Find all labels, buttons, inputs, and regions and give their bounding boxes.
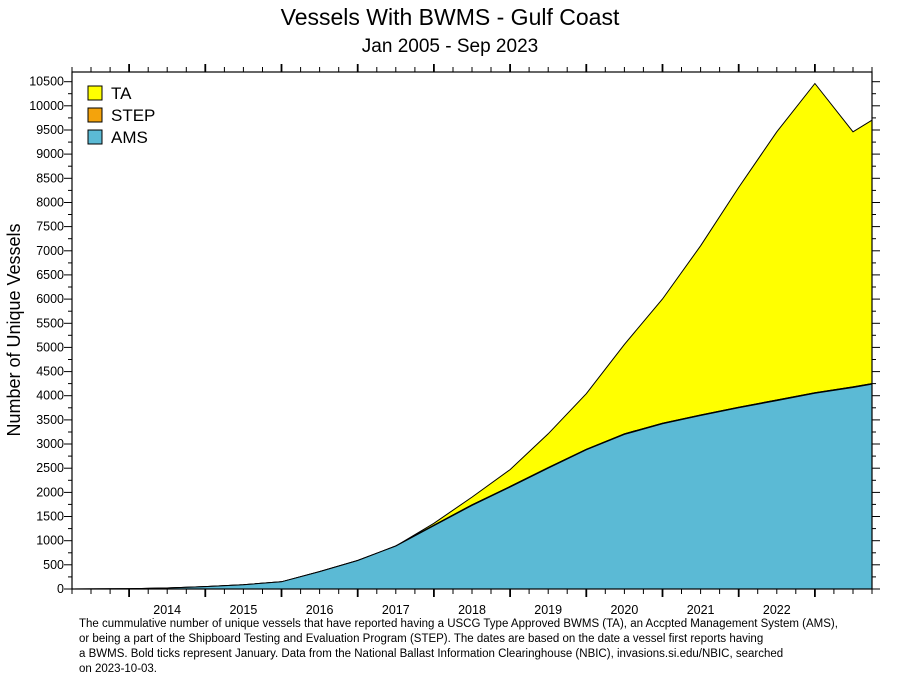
y-tick-label: 3000 <box>36 437 64 451</box>
legend-label-step: STEP <box>111 106 155 125</box>
y-tick-label: 4000 <box>36 389 64 403</box>
legend-label-ta: TA <box>111 84 132 103</box>
y-tick-label: 0 <box>57 582 64 596</box>
y-tick-label: 7500 <box>36 220 64 234</box>
caption-line: a BWMS. Bold ticks represent January. Da… <box>79 648 784 660</box>
y-tick-label: 2500 <box>36 461 64 475</box>
caption-line: The cummulative number of unique vessels… <box>79 618 838 630</box>
y-tick-label: 8500 <box>36 171 64 185</box>
chart-subtitle: Jan 2005 - Sep 2023 <box>361 36 539 57</box>
x-tick-label: 2022 <box>763 603 791 617</box>
y-tick-label: 4500 <box>36 365 64 379</box>
y-tick-label: 10500 <box>29 75 64 89</box>
y-tick-label: 1000 <box>36 534 64 548</box>
caption-line: on 2023-10-03. <box>79 663 158 675</box>
y-tick-label: 6500 <box>36 268 64 282</box>
x-tick-label: 2014 <box>153 603 181 617</box>
caption-line: or being a part of the Shipboard Testing… <box>79 633 764 645</box>
x-tick-label: 2020 <box>610 603 638 617</box>
legend-swatch-ta <box>87 85 103 101</box>
y-tick-label: 2000 <box>36 485 64 499</box>
legend-swatch-ams <box>87 129 103 145</box>
y-tick-label: 1500 <box>36 510 64 524</box>
y-tick-labels: 0 500 1000 1500 2000 2500 3000 3500 4000 4500 5000… <box>29 75 64 596</box>
y-tick-label: 9000 <box>36 147 64 161</box>
y-tick-label: 8000 <box>36 196 64 210</box>
area-series-group <box>71 82 873 590</box>
y-tick-label: 5500 <box>36 316 64 330</box>
legend-swatch-step <box>87 107 103 123</box>
y-tick-label: 10000 <box>29 99 64 113</box>
legend-label-ams: AMS <box>111 128 148 147</box>
area-ams <box>71 383 873 590</box>
legend: TA STEP AMS <box>87 84 155 147</box>
axis-ticks <box>64 64 880 597</box>
x-tick-label: 2016 <box>306 603 334 617</box>
x-tick-labels: 2014 2015 2016 2017 2018 2019 2020 2021 2022 <box>153 603 790 617</box>
x-tick-label: 2019 <box>534 603 562 617</box>
x-tick-label: 2021 <box>687 603 715 617</box>
y-tick-label: 7000 <box>36 244 64 258</box>
y-tick-label: 9500 <box>36 123 64 137</box>
y-tick-label: 3500 <box>36 413 64 427</box>
x-tick-label: 2018 <box>458 603 486 617</box>
y-axis-label: Number of Unique Vessels <box>4 223 24 436</box>
y-tick-label: 6000 <box>36 292 64 306</box>
x-tick-label: 2015 <box>229 603 257 617</box>
chart-title: Vessels With BWMS - Gulf Coast <box>280 4 620 30</box>
y-tick-label: 500 <box>43 558 64 572</box>
chart-caption: The cummulative number of unique vessels… <box>79 617 889 677</box>
y-tick-label: 5000 <box>36 340 64 354</box>
x-tick-label: 2017 <box>382 603 410 617</box>
